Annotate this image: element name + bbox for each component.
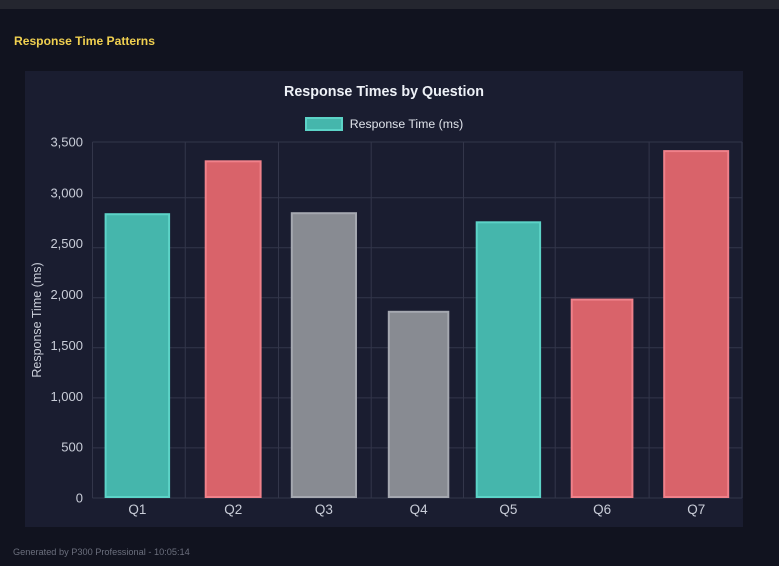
- svg-text:3,500: 3,500: [50, 135, 83, 150]
- svg-text:0: 0: [76, 491, 83, 506]
- svg-text:Q1: Q1: [128, 502, 146, 517]
- svg-text:Q2: Q2: [224, 502, 242, 517]
- svg-text:Q5: Q5: [499, 502, 517, 517]
- svg-text:2,500: 2,500: [50, 236, 83, 251]
- svg-text:3,000: 3,000: [50, 185, 83, 200]
- svg-text:Q6: Q6: [593, 502, 611, 517]
- svg-text:Q3: Q3: [315, 502, 333, 517]
- svg-text:Q7: Q7: [687, 502, 705, 517]
- svg-text:Q4: Q4: [410, 502, 429, 517]
- svg-text:500: 500: [61, 440, 83, 455]
- svg-text:Response Time (ms): Response Time (ms): [30, 262, 44, 377]
- svg-text:2,000: 2,000: [50, 287, 83, 302]
- svg-text:1,500: 1,500: [50, 338, 83, 353]
- svg-text:1,000: 1,000: [50, 389, 83, 404]
